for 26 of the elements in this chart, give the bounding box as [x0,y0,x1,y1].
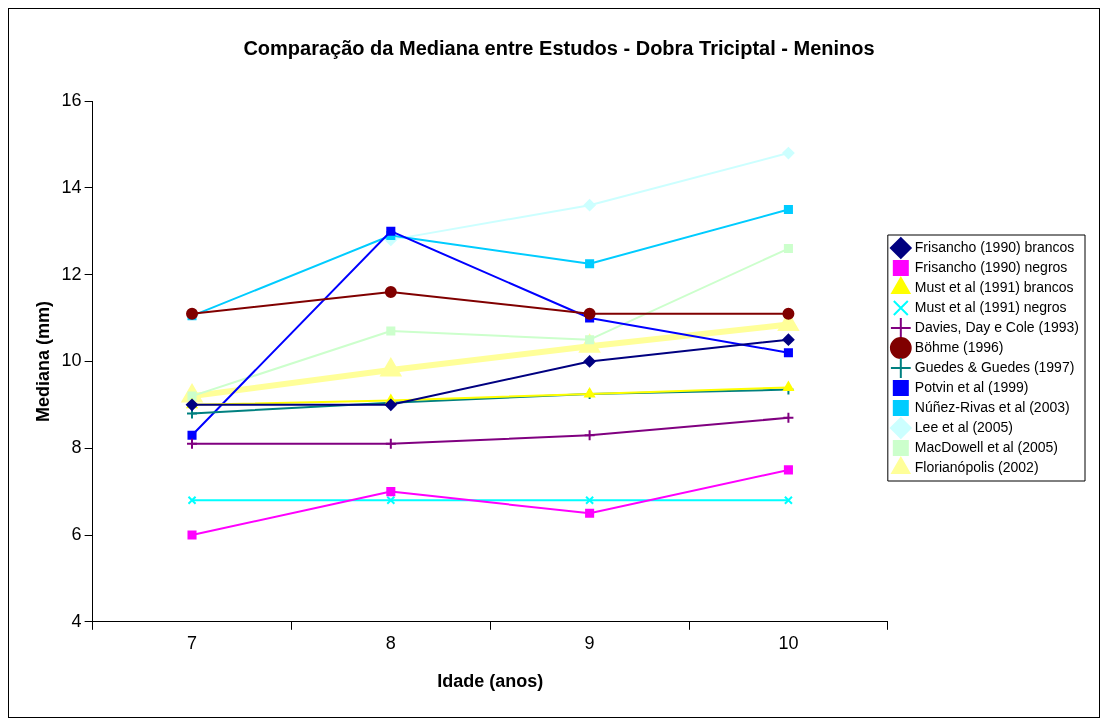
legend-label: Guedes & Guedes (1997) [914,358,1075,375]
x-tick-label: 9 [584,632,595,653]
legend-label: Potvin et al (1999) [914,378,1029,395]
y-tick-label: 10 [61,350,82,371]
y-tick-label: 16 [61,89,82,110]
legend-label: Must et al (1991) brancos [914,278,1074,295]
legend-label: Florianópolis (2002) [914,458,1039,475]
legend-label: Lee et al (2005) [914,418,1013,435]
legend-label: Núñez-Rivas et al (2003) [914,398,1070,415]
y-axis-title: Mediana (mm) [32,300,53,422]
y-tick-label: 12 [61,263,82,284]
y-tick-label: 4 [71,610,82,631]
x-axis-title: Idade (anos) [437,671,544,692]
legend-label: Böhme (1996) [914,338,1004,355]
legend-label: Frisancho (1990) negros [914,258,1068,275]
legend-label: Frisancho (1990) brancos [914,238,1075,255]
x-tick-label: 7 [187,632,198,653]
y-tick-label: 8 [71,437,82,458]
y-tick-label: 6 [71,523,82,544]
x-tick-label: 10 [778,632,799,653]
legend-label: Must et al (1991) negros [914,298,1067,315]
legend-label: MacDowell et al (2005) [914,438,1058,455]
legend-label: Davies, Day e Cole (1993) [914,318,1079,335]
chart-title: Comparação da Mediana entre Estudos - Dobra Triciptal - Meninos [243,36,875,59]
x-tick-label: 8 [385,632,396,653]
y-tick-label: 14 [61,176,82,197]
